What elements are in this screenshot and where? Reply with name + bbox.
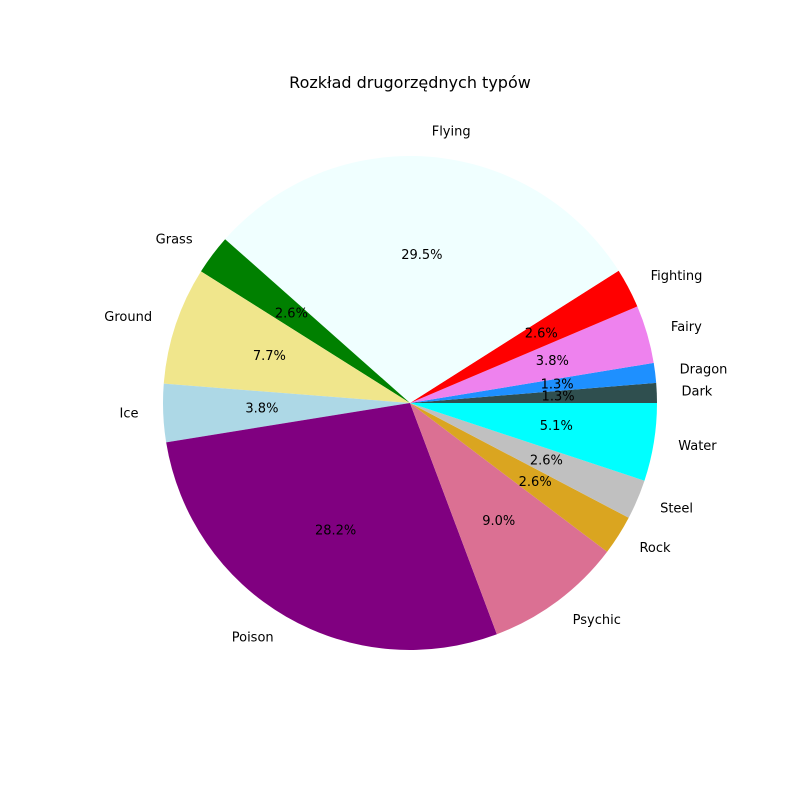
slice-label-dragon: Dragon [680, 362, 728, 377]
pie-slice-dark [410, 382, 657, 403]
slice-label-psychic: Psychic [573, 613, 621, 628]
pie-slice-dragon [410, 362, 657, 403]
pct-label-grass: 2.6% [275, 307, 308, 322]
pct-label-water: 5.1% [540, 419, 573, 434]
pie-slices [163, 156, 657, 651]
pct-label-dragon: 1.3% [541, 377, 574, 392]
pie-slice-poison [166, 403, 497, 651]
pct-label-psychic: 9.0% [482, 514, 515, 529]
pie-slice-flying [225, 156, 619, 403]
pie-slice-psychic [410, 403, 608, 635]
pie-slice-ground [163, 271, 410, 403]
pct-label-ground: 7.7% [253, 349, 286, 364]
pie-slice-grass [200, 239, 410, 403]
slice-label-fighting: Fighting [651, 269, 703, 284]
pie-slice-rock [410, 403, 629, 552]
slice-label-water: Water [678, 439, 717, 454]
slice-label-dark: Dark [681, 384, 712, 399]
pct-label-fairy: 3.8% [536, 354, 569, 369]
slice-label-ground: Ground [104, 310, 152, 325]
pct-label-flying: 29.5% [401, 248, 442, 263]
pct-label-dark: 1.3% [542, 389, 575, 404]
slice-label-grass: Grass [156, 233, 193, 248]
slice-label-ice: Ice [120, 407, 139, 422]
pie-slice-ice [163, 383, 410, 443]
pie-labels: Dark 1.3% Dragon 1.3% Fairy 3.8% Fighting 2.6% F… [104, 125, 727, 646]
pie-slice-steel [410, 403, 645, 518]
pie-slice-fairy [410, 306, 654, 403]
pct-label-steel: 2.6% [530, 453, 563, 468]
slice-label-poison: Poison [232, 631, 274, 646]
slice-label-fairy: Fairy [671, 320, 702, 335]
pie-slice-water [410, 403, 657, 481]
pct-label-rock: 2.6% [519, 475, 552, 490]
pct-label-ice: 3.8% [245, 402, 278, 417]
pct-label-poison: 28.2% [315, 524, 356, 539]
pie-slice-fighting [410, 270, 638, 403]
pct-label-fighting: 2.6% [525, 327, 558, 342]
slice-label-rock: Rock [639, 541, 671, 556]
chart-title: Rozkład drugorzędnych typów [289, 73, 531, 92]
slice-label-flying: Flying [432, 125, 471, 140]
slice-label-steel: Steel [660, 502, 693, 517]
